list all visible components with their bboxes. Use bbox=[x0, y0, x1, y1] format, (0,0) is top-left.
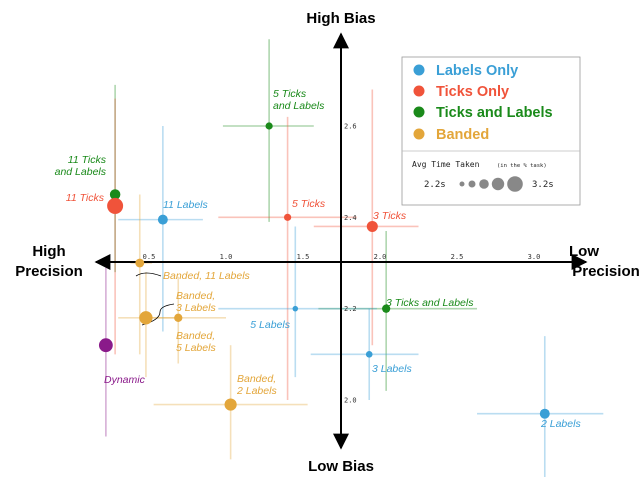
point-label-line: Banded, bbox=[176, 330, 215, 342]
point-label-line: 3 Labels bbox=[372, 363, 412, 375]
legend: Labels Only Ticks Only Ticks and Labels … bbox=[401, 56, 581, 206]
point-label-line: 5 Ticks bbox=[292, 198, 326, 210]
data-point bbox=[382, 304, 391, 313]
point-label-line: 11 Ticks bbox=[68, 154, 107, 166]
data-point bbox=[365, 351, 373, 358]
legend-swatch-ticks bbox=[413, 85, 425, 97]
x-tick-labels: 0.5 1.0 1.5 2.0 2.5 3.0 bbox=[143, 253, 541, 261]
point-label: Banded, 2 Labels bbox=[236, 373, 277, 397]
x-tick-label: 2.0 bbox=[374, 253, 387, 261]
legend-swatch-banded bbox=[413, 128, 425, 140]
point-label: 11 Ticks and Labels bbox=[55, 154, 107, 178]
point-label: 3 Ticks bbox=[373, 210, 407, 222]
size-legend-subtitle: (in the % task) bbox=[497, 163, 547, 169]
point-label-line: Banded, bbox=[237, 373, 276, 385]
legend-label-ticks: Ticks Only bbox=[436, 84, 509, 100]
axis-title-bottom: Low Bias bbox=[308, 458, 374, 475]
data-point bbox=[284, 213, 292, 221]
point-label-line: 3 Ticks and Labels bbox=[386, 297, 474, 309]
legend-label-labels: Labels Only bbox=[436, 63, 518, 79]
legend-swatch-labels bbox=[413, 64, 425, 76]
size-legend-dot-5 bbox=[507, 176, 523, 192]
point-label-line: Banded, bbox=[176, 290, 215, 302]
size-legend-title: Avg Time Taken bbox=[412, 160, 480, 169]
y-tick-labels: 2.6 2.4 2.2 2.0 bbox=[344, 123, 357, 405]
axis-title-left-line2: Precision bbox=[15, 263, 83, 280]
data-point bbox=[107, 197, 124, 214]
point-label-line: 5 Labels bbox=[250, 319, 290, 331]
point-label: 11 Ticks bbox=[66, 192, 105, 204]
point-label-line: Dynamic bbox=[104, 374, 146, 386]
point-label: 2 Labels bbox=[540, 418, 581, 430]
data-point bbox=[109, 189, 121, 200]
point-label-line: 2 Labels bbox=[540, 418, 581, 430]
data-point bbox=[292, 305, 299, 312]
data-point bbox=[135, 258, 145, 268]
size-legend-dot-3 bbox=[479, 179, 489, 189]
point-label: 11 Labels bbox=[163, 199, 209, 211]
x-tick-label: 1.0 bbox=[220, 253, 233, 261]
size-legend-min: 2.2s bbox=[424, 180, 446, 190]
point-label: Banded, 5 Labels bbox=[176, 330, 216, 354]
x-tick-label: 1.5 bbox=[297, 253, 310, 261]
connector-banded-11 bbox=[135, 272, 162, 277]
point-label: Dynamic bbox=[104, 374, 146, 386]
axis-title-top: High Bias bbox=[306, 10, 375, 27]
y-tick-label: 2.2 bbox=[344, 305, 357, 313]
point-label-line: and Labels bbox=[273, 100, 325, 112]
axis-title-left-line1: High bbox=[32, 243, 65, 260]
size-legend-dot-2 bbox=[468, 180, 476, 188]
y-tick-label: 2.6 bbox=[344, 123, 357, 131]
point-label-line: 5 Labels bbox=[176, 342, 216, 354]
legend-label-ticks-labels: Ticks and Labels bbox=[436, 105, 553, 121]
point-label: Banded, 11 Labels bbox=[163, 270, 251, 282]
point-label-line: 2 Labels bbox=[236, 385, 277, 397]
legend-label-banded: Banded bbox=[436, 127, 489, 143]
point-label: Banded, 3 Labels bbox=[176, 290, 216, 314]
point-label-line: Banded, 11 Labels bbox=[163, 270, 251, 282]
axis-title-right-line1: Low bbox=[569, 243, 599, 260]
data-point bbox=[174, 313, 183, 322]
data-point bbox=[224, 398, 237, 411]
point-label-line: 5 Ticks bbox=[273, 88, 307, 100]
legend-swatch-ticks-labels bbox=[413, 106, 425, 118]
size-legend-dot-1 bbox=[459, 181, 465, 187]
point-label: 5 Ticks bbox=[292, 198, 326, 210]
size-legend-dot-4 bbox=[491, 177, 505, 191]
point-label-line: 11 Labels bbox=[163, 199, 209, 211]
axis-title-right-line2: Precision bbox=[572, 263, 640, 280]
point-label-line: and Labels bbox=[55, 166, 107, 178]
x-tick-label: 2.5 bbox=[451, 253, 464, 261]
data-point bbox=[157, 214, 168, 225]
point-label: 5 Ticks and Labels bbox=[273, 88, 325, 112]
data-point bbox=[139, 311, 153, 325]
point-label: 5 Labels bbox=[250, 319, 290, 331]
data-point bbox=[366, 220, 378, 232]
legend-box bbox=[401, 56, 581, 206]
point-label-line: 3 Labels bbox=[176, 302, 216, 314]
x-tick-label: 0.5 bbox=[143, 253, 156, 261]
x-tick-label: 3.0 bbox=[528, 253, 541, 261]
data-point bbox=[265, 122, 273, 130]
point-label-line: 11 Ticks bbox=[66, 192, 105, 204]
data-points bbox=[98, 122, 550, 419]
point-label: 3 Labels bbox=[372, 363, 412, 375]
y-tick-label: 2.0 bbox=[344, 397, 357, 405]
data-point bbox=[539, 408, 550, 419]
y-tick-label: 2.4 bbox=[344, 214, 357, 222]
data-point bbox=[98, 338, 113, 353]
point-label: 3 Ticks and Labels bbox=[386, 297, 474, 309]
size-legend-max: 3.2s bbox=[532, 180, 554, 190]
point-label-line: 3 Ticks bbox=[373, 210, 407, 222]
